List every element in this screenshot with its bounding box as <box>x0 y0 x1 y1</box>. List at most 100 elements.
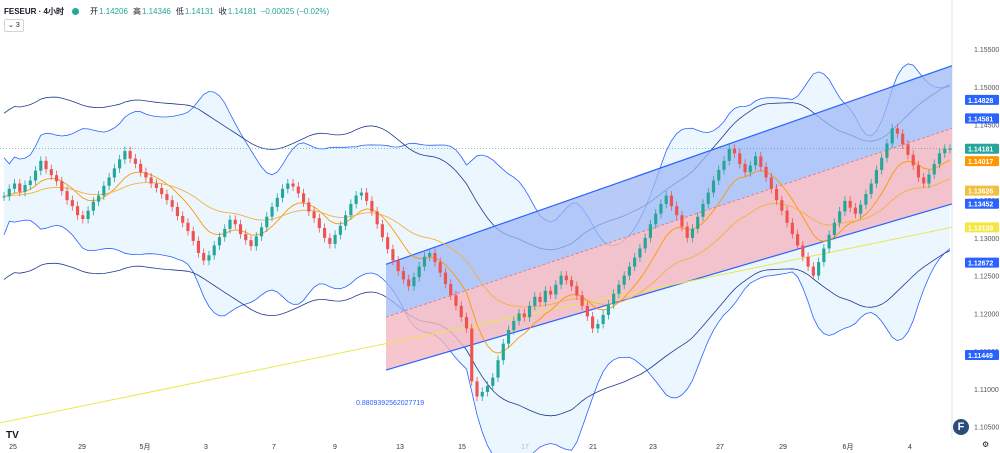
candle-body <box>890 128 894 144</box>
candle-body <box>785 210 789 223</box>
candle-body <box>895 128 900 134</box>
candle-body <box>170 200 174 207</box>
symbol-label[interactable]: FESEUR · 4小时 <box>4 6 65 16</box>
candle-body <box>401 271 405 280</box>
candle-body <box>617 284 621 294</box>
candle-body <box>932 163 936 175</box>
candle-body <box>633 257 637 267</box>
candle-body <box>470 328 474 382</box>
indicator-toggle-button[interactable]: ⌄ 3 <box>4 19 24 32</box>
candle-body <box>428 252 432 257</box>
tradingview-logo: TV <box>6 430 19 441</box>
candle-body <box>838 211 842 223</box>
candle-body <box>774 188 779 201</box>
candle-body <box>228 219 232 229</box>
candle-body <box>244 234 248 241</box>
candle-body <box>591 316 595 329</box>
candle-body <box>270 206 274 217</box>
price-tag <box>965 94 999 105</box>
price-tag <box>965 156 999 167</box>
candle-body <box>386 237 390 250</box>
candle-body <box>123 151 127 160</box>
outer-envelope-lower <box>3 250 951 417</box>
candle-body <box>727 148 731 161</box>
candle-body <box>175 206 180 216</box>
candle-body <box>690 228 695 238</box>
price-tag <box>965 350 999 361</box>
candle-body <box>128 151 132 159</box>
high-value: 1.14346 <box>141 6 171 16</box>
candle-body <box>817 262 821 276</box>
candle-body <box>822 248 826 263</box>
candle-body <box>648 224 653 238</box>
candle-body <box>223 228 227 238</box>
channel-lower-line <box>385 203 953 371</box>
candle-body <box>874 169 878 184</box>
candle-body <box>496 360 500 378</box>
candle-body <box>233 219 237 225</box>
candle-body <box>160 188 164 195</box>
candle-body <box>391 249 395 261</box>
candle-body <box>675 206 679 216</box>
candle-body <box>81 215 85 219</box>
candle-body <box>144 172 148 178</box>
candle-body <box>291 183 295 187</box>
candle-body <box>491 377 495 386</box>
candle-body <box>97 195 101 202</box>
candle-body <box>459 305 463 318</box>
time-axis-label: 27 <box>716 444 724 451</box>
candle-body <box>780 200 784 211</box>
price-axis-label: 1.11000 <box>974 387 999 394</box>
candle-body <box>28 180 32 186</box>
candle-body <box>659 203 663 214</box>
candle-body <box>86 210 90 219</box>
price-tag-label: 1.13139 <box>968 225 993 232</box>
candle-body <box>380 224 384 238</box>
candle-body <box>790 222 794 235</box>
price-tag-label: 1.13626 <box>968 189 993 196</box>
candle-body <box>49 169 53 176</box>
candle-body <box>906 144 910 155</box>
price-axis-label: 1.15500 <box>974 47 999 54</box>
candle-body <box>443 272 448 284</box>
candle-body <box>54 175 59 182</box>
candle-body <box>102 185 106 196</box>
candle-body <box>454 295 458 306</box>
candle-body <box>133 158 137 164</box>
candle-body <box>680 215 684 227</box>
price-tag <box>965 143 999 154</box>
candle-body <box>601 314 605 324</box>
candle-body <box>301 193 306 203</box>
time-axis-label: 4 <box>908 444 912 451</box>
candle-body <box>407 279 411 287</box>
candle-body <box>869 183 873 195</box>
price-axis-label: 1.12500 <box>974 274 999 281</box>
time-axis-label: 29 <box>779 444 787 451</box>
candle-body <box>217 237 222 246</box>
candle-body <box>738 153 742 164</box>
candle-body <box>943 148 947 154</box>
candle-body <box>265 216 269 228</box>
candle-body <box>375 211 379 225</box>
candle-body <box>249 240 253 247</box>
gear-icon[interactable]: ⚙ <box>982 440 990 449</box>
candle-body <box>39 160 43 171</box>
channel-upper-fill <box>386 65 952 318</box>
candle-body <box>859 204 863 214</box>
candle-body <box>33 170 38 181</box>
bollinger-upper-line <box>3 63 951 246</box>
candle-body <box>901 133 905 145</box>
candle-body <box>612 293 616 305</box>
long-ma-line <box>0 226 953 424</box>
time-axis-label: 13 <box>396 444 404 451</box>
candle-body <box>349 203 353 216</box>
price-tag-label: 1.14017 <box>968 159 993 166</box>
candle-body <box>91 201 95 211</box>
candle-body <box>165 194 169 201</box>
candle-body <box>664 195 668 204</box>
candle-body <box>606 304 610 315</box>
price-tag-label: 1.11449 <box>968 353 993 360</box>
price-axis-label: 1.14500 <box>974 123 999 130</box>
candle-body <box>275 197 279 207</box>
